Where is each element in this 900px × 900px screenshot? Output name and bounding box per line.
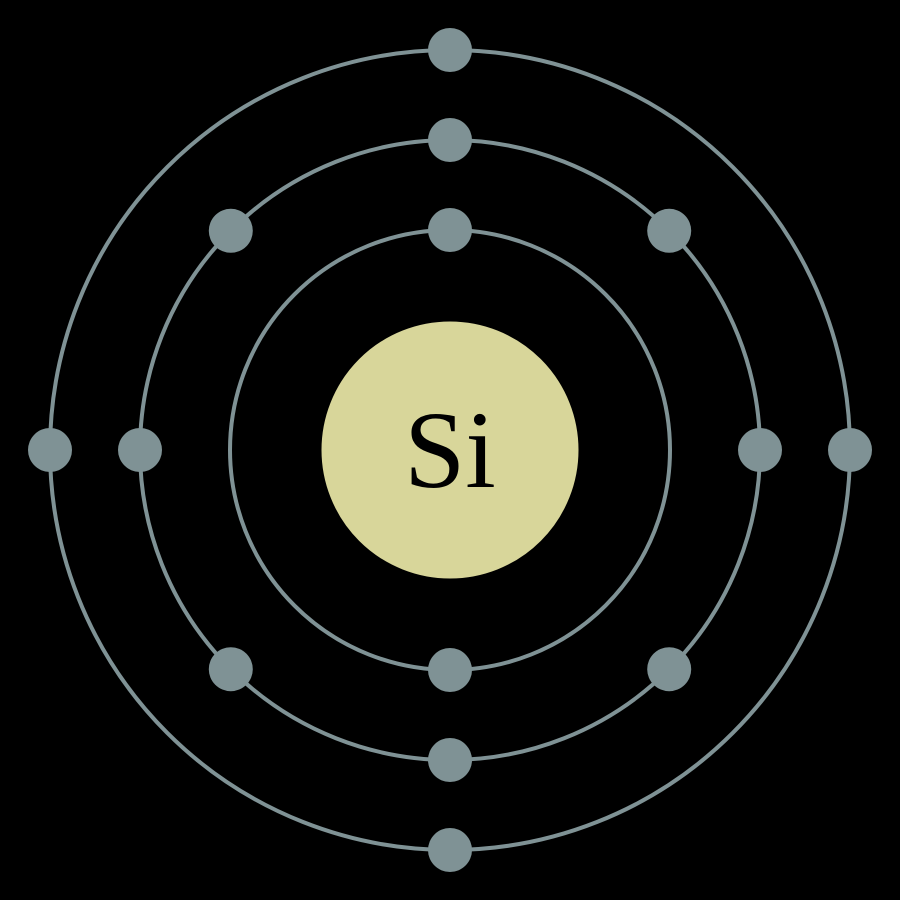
element-symbol-label: Si bbox=[404, 389, 496, 511]
bohr-model-diagram: Si bbox=[0, 0, 900, 900]
electron-shell1-e2 bbox=[428, 648, 472, 692]
electron-shell2-e2 bbox=[647, 209, 691, 253]
electron-shell2-e4 bbox=[209, 209, 253, 253]
electron-shell3-e1 bbox=[828, 428, 872, 472]
electron-shell3-e4 bbox=[428, 828, 472, 872]
electron-shell1-e1 bbox=[428, 208, 472, 252]
electron-shell3-e3 bbox=[28, 428, 72, 472]
electron-shell3-e2 bbox=[428, 28, 472, 72]
electron-shell2-e7 bbox=[428, 738, 472, 782]
electron-shell2-e6 bbox=[209, 647, 253, 691]
electron-shell2-e8 bbox=[647, 647, 691, 691]
electron-shell2-e5 bbox=[118, 428, 162, 472]
electron-shell2-e1 bbox=[738, 428, 782, 472]
electron-shell2-e3 bbox=[428, 118, 472, 162]
